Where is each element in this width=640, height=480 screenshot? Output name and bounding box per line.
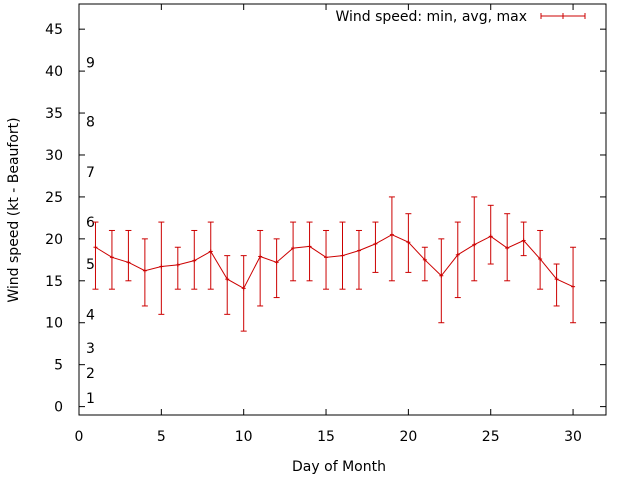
x-tick-label: 10: [235, 429, 253, 445]
x-tick-label: 25: [482, 429, 500, 445]
x-tick-label: 20: [399, 429, 417, 445]
y-tick-label: 40: [45, 64, 63, 80]
beaufort-label: 9: [86, 56, 95, 72]
x-tick-label: 15: [317, 429, 335, 445]
beaufort-label: 4: [86, 307, 95, 323]
beaufort-label: 8: [86, 114, 95, 130]
plot-frame: [78, 3, 607, 416]
y-tick-label: 45: [45, 22, 63, 38]
beaufort-label: 6: [86, 215, 95, 231]
legend: Wind speed: min, avg, max: [335, 9, 586, 25]
y-axis-label: Wind speed (kt - Beaufort): [6, 117, 22, 302]
beaufort-label: 5: [86, 257, 95, 273]
y-tick-label: 20: [45, 232, 63, 248]
beaufort-label: 7: [86, 165, 95, 181]
series-line: [95, 234, 574, 290]
y-tick-label: 25: [45, 190, 63, 206]
series-wind-speed: [92, 196, 577, 332]
y-tick-label: 35: [45, 106, 63, 122]
legend-label-wind-speed: Wind speed: min, avg, max: [335, 9, 527, 25]
beaufort-label: 3: [86, 341, 95, 357]
y-tick-label: 10: [45, 316, 63, 332]
x-tick-label: 30: [564, 429, 582, 445]
x-tick-label: 5: [157, 429, 166, 445]
beaufort-scale-labels: 1 2 3 4 5 6 7 8 9: [86, 56, 95, 408]
x-axis-label: Day of Month: [292, 459, 386, 475]
x-tick-label: 0: [75, 429, 84, 445]
beaufort-label: 2: [86, 366, 95, 382]
beaufort-label: 1: [86, 391, 95, 407]
y-tick-label: 5: [54, 358, 63, 374]
y-tick-label: 0: [54, 400, 63, 416]
y-tick-label: 30: [45, 148, 63, 164]
y-tick-label: 15: [45, 274, 63, 290]
